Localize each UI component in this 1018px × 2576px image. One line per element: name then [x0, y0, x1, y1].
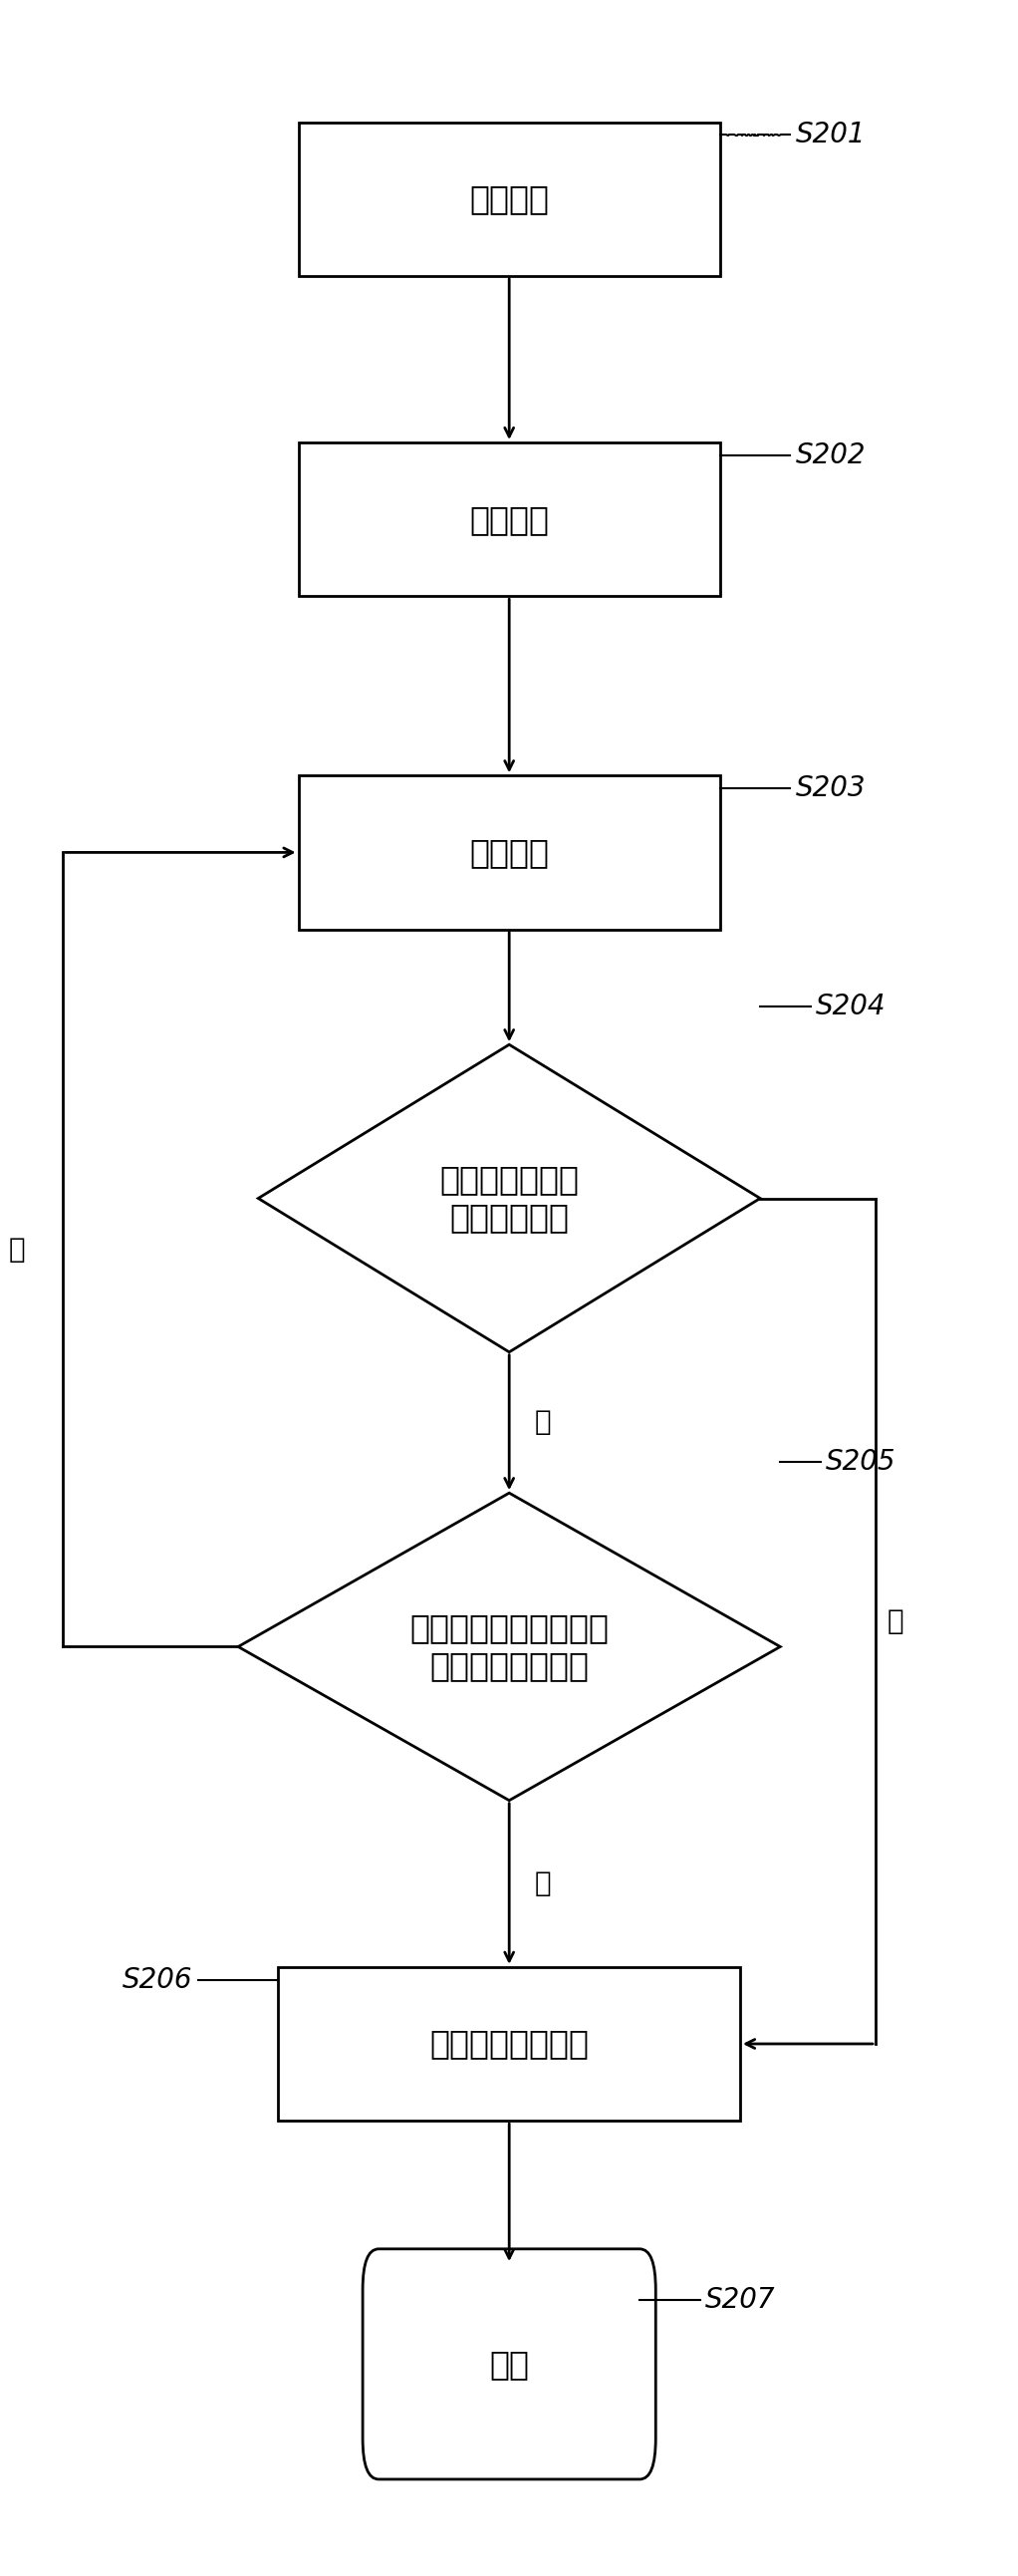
Polygon shape: [238, 1494, 780, 1801]
Text: 否: 否: [534, 1409, 551, 1437]
Text: 判断速冷或速冻
模式是否启动: 判断速冷或速冻 模式是否启动: [440, 1162, 579, 1234]
Polygon shape: [259, 1046, 760, 1352]
Text: 结束: 结束: [490, 2347, 529, 2380]
Text: S203: S203: [795, 775, 865, 801]
Text: S202: S202: [795, 440, 865, 469]
Text: 首次上电: 首次上电: [469, 183, 549, 216]
Text: S207: S207: [704, 2285, 775, 2313]
Text: S206: S206: [123, 1965, 193, 1994]
Text: 判断降噪模式运行时间
是否达到预设时间: 判断降噪模式运行时间 是否达到预设时间: [409, 1610, 609, 1682]
FancyBboxPatch shape: [362, 2249, 656, 2478]
Text: 是: 是: [888, 1607, 904, 1636]
FancyBboxPatch shape: [278, 1968, 740, 2120]
Text: S205: S205: [826, 1448, 896, 1476]
Text: 降噪模式: 降噪模式: [469, 837, 549, 868]
Text: S204: S204: [815, 992, 886, 1020]
Text: 否: 否: [9, 1236, 25, 1262]
Text: 商检模式: 商检模式: [469, 502, 549, 536]
Text: 是: 是: [534, 1870, 551, 1899]
FancyBboxPatch shape: [298, 775, 720, 930]
Text: 进入正常工作模式: 进入正常工作模式: [430, 2027, 588, 2061]
FancyBboxPatch shape: [298, 121, 720, 276]
FancyBboxPatch shape: [298, 443, 720, 595]
Text: S201: S201: [795, 121, 865, 149]
